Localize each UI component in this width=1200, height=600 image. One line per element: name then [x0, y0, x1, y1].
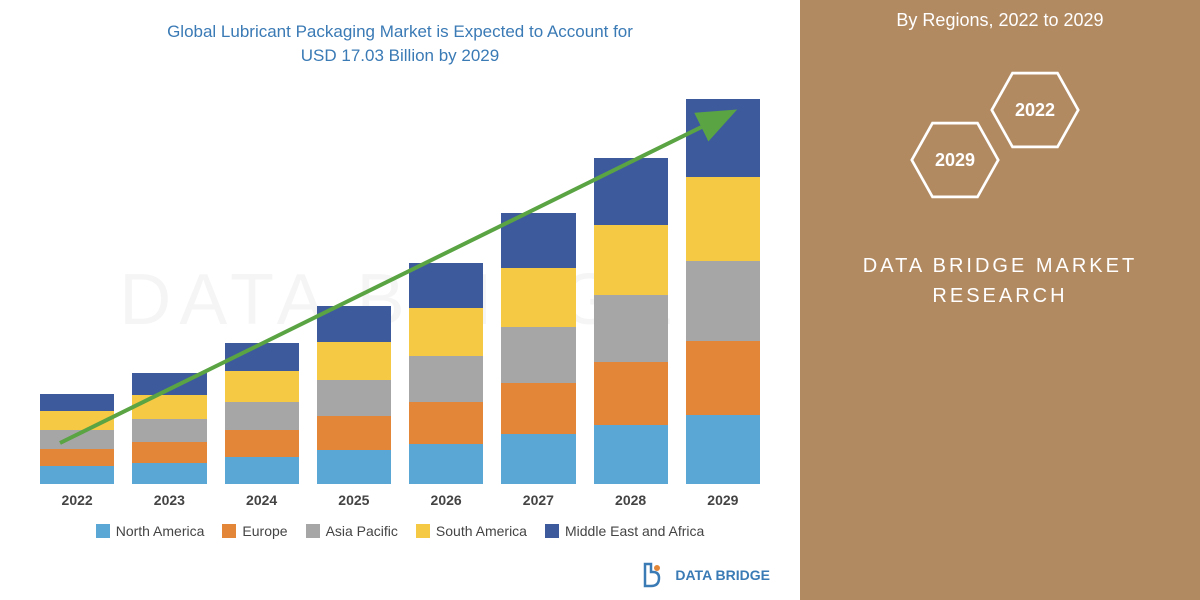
- bar-segment: [409, 356, 483, 402]
- bar-segment: [409, 308, 483, 356]
- legend-swatch: [306, 524, 320, 538]
- bar-group: 2026: [409, 263, 483, 508]
- bar-label: 2029: [707, 492, 738, 508]
- bar-segment: [225, 371, 299, 401]
- bar-stack: [501, 213, 575, 483]
- bar-group: 2025: [317, 306, 391, 508]
- bar-segment: [594, 158, 668, 225]
- bar-segment: [225, 457, 299, 484]
- legend-swatch: [222, 524, 236, 538]
- bar-stack: [40, 394, 114, 484]
- bar-group: 2023: [132, 373, 206, 507]
- bar-segment: [40, 394, 114, 411]
- bar-segment: [132, 463, 206, 484]
- chart-area: 2022 2023 2024 2025 2026 2027 2028 2029: [30, 88, 770, 508]
- bar-segment: [594, 362, 668, 425]
- legend-item: South America: [416, 523, 527, 539]
- footer-logo: DATA BRIDGE: [637, 560, 770, 590]
- hex-2022-label: 2022: [1015, 100, 1055, 121]
- title-line-2: USD 17.03 Billion by 2029: [301, 46, 499, 65]
- bar-segment: [317, 450, 391, 483]
- bar-label: 2028: [615, 492, 646, 508]
- bar-group: 2022: [40, 394, 114, 508]
- bar-group: 2028: [594, 158, 668, 508]
- legend-item: Europe: [222, 523, 287, 539]
- bar-group: 2024: [225, 343, 299, 508]
- bar-segment: [501, 383, 575, 434]
- brand-line-1: DATA BRIDGE MARKET: [863, 255, 1137, 277]
- bar-segment: [225, 343, 299, 372]
- bar-segment: [132, 442, 206, 463]
- brand-text: DATA BRIDGE MARKET RESEARCH: [863, 251, 1137, 311]
- bar-segment: [686, 261, 760, 341]
- bar-segment: [132, 373, 206, 395]
- hexagon-group: 2029 2022: [900, 61, 1100, 221]
- bar-group: 2029: [686, 99, 760, 508]
- bar-segment: [409, 444, 483, 484]
- bar-group: 2027: [501, 213, 575, 507]
- side-title: By Regions, 2022 to 2029: [896, 10, 1103, 31]
- legend-label: Europe: [242, 523, 287, 539]
- bar-segment: [686, 99, 760, 177]
- legend-label: Asia Pacific: [326, 523, 398, 539]
- bar-label: 2022: [62, 492, 93, 508]
- legend-swatch: [545, 524, 559, 538]
- bar-label: 2026: [431, 492, 462, 508]
- chart-panel: DATA BRIDGE Global Lubricant Packaging M…: [0, 0, 800, 600]
- bar-stack: [317, 306, 391, 484]
- bar-stack: [594, 158, 668, 484]
- bar-label: 2023: [154, 492, 185, 508]
- legend-swatch: [96, 524, 110, 538]
- bar-segment: [501, 213, 575, 268]
- bar-segment: [501, 327, 575, 382]
- bar-segment: [501, 268, 575, 327]
- chart-title: Global Lubricant Packaging Market is Exp…: [30, 20, 770, 68]
- bar-segment: [409, 263, 483, 309]
- bar-stack: [409, 263, 483, 484]
- bar-stack: [686, 99, 760, 484]
- bar-label: 2025: [338, 492, 369, 508]
- bar-segment: [40, 411, 114, 430]
- bar-stack: [225, 343, 299, 484]
- legend-item: Middle East and Africa: [545, 523, 704, 539]
- brand-line-2: RESEARCH: [932, 285, 1067, 307]
- bar-segment: [40, 430, 114, 449]
- legend-swatch: [416, 524, 430, 538]
- bar-segment: [594, 225, 668, 295]
- legend-label: North America: [116, 523, 205, 539]
- legend-label: Middle East and Africa: [565, 523, 704, 539]
- bar-label: 2027: [523, 492, 554, 508]
- legend-item: North America: [96, 523, 205, 539]
- bar-segment: [501, 434, 575, 484]
- bar-label: 2024: [246, 492, 277, 508]
- bar-segment: [317, 342, 391, 380]
- hex-2029: 2029: [910, 121, 1000, 199]
- logo-text: DATA BRIDGE: [675, 567, 770, 583]
- bar-segment: [317, 306, 391, 342]
- hex-2029-label: 2029: [935, 150, 975, 171]
- bar-segment: [317, 416, 391, 450]
- bar-segment: [40, 449, 114, 466]
- bar-segment: [40, 466, 114, 483]
- bar-segment: [132, 395, 206, 419]
- side-panel: By Regions, 2022 to 2029 2029 2022 DATA …: [800, 0, 1200, 600]
- bar-segment: [686, 415, 760, 484]
- bar-stack: [132, 373, 206, 483]
- logo-icon: [637, 560, 667, 590]
- bar-segment: [594, 425, 668, 484]
- legend-label: South America: [436, 523, 527, 539]
- bar-segment: [225, 430, 299, 457]
- bar-segment: [594, 295, 668, 362]
- title-line-1: Global Lubricant Packaging Market is Exp…: [167, 22, 633, 41]
- bar-segment: [686, 341, 760, 415]
- hex-2022: 2022: [990, 71, 1080, 149]
- legend: North America Europe Asia Pacific South Ame…: [30, 523, 770, 539]
- bar-segment: [409, 402, 483, 444]
- bar-segment: [225, 402, 299, 431]
- legend-item: Asia Pacific: [306, 523, 398, 539]
- bar-segment: [132, 419, 206, 442]
- bar-segment: [317, 380, 391, 416]
- bar-segment: [686, 177, 760, 261]
